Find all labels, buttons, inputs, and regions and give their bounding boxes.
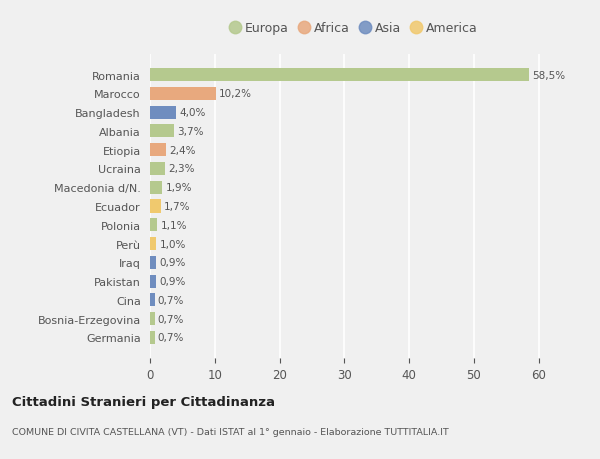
Bar (150, 181, 163, 194)
Text: 1,0%: 1,0% (160, 239, 186, 249)
Bar (150, 69, 529, 82)
Bar (150, 237, 157, 251)
Text: 10,2%: 10,2% (219, 89, 252, 99)
Text: 58,5%: 58,5% (532, 70, 565, 80)
Bar (150, 144, 166, 157)
Text: 1,1%: 1,1% (160, 220, 187, 230)
Text: 0,7%: 0,7% (158, 314, 184, 324)
Bar (150, 331, 155, 344)
Bar (150, 162, 165, 176)
Text: 2,4%: 2,4% (169, 146, 195, 155)
Text: COMUNE DI CIVITA CASTELLANA (VT) - Dati ISTAT al 1° gennaio - Elaborazione TUTTI: COMUNE DI CIVITA CASTELLANA (VT) - Dati … (12, 427, 449, 436)
Text: Cittadini Stranieri per Cittadinanza: Cittadini Stranieri per Cittadinanza (12, 395, 275, 408)
Text: 3,7%: 3,7% (177, 127, 204, 137)
Text: 0,7%: 0,7% (158, 295, 184, 305)
Text: 0,9%: 0,9% (159, 258, 185, 268)
Bar (150, 313, 155, 325)
Bar (150, 106, 176, 119)
Bar (150, 275, 156, 288)
Text: 0,7%: 0,7% (158, 333, 184, 343)
Bar (150, 256, 156, 269)
Bar (150, 200, 161, 213)
Text: 1,7%: 1,7% (164, 202, 191, 212)
Text: 4,0%: 4,0% (179, 108, 206, 118)
Legend: Europa, Africa, Asia, America: Europa, Africa, Asia, America (230, 22, 478, 35)
Bar (150, 125, 174, 138)
Text: 1,9%: 1,9% (166, 183, 192, 193)
Bar (150, 88, 216, 101)
Bar (150, 219, 157, 232)
Text: 0,9%: 0,9% (159, 276, 185, 286)
Bar (150, 294, 155, 307)
Text: 2,3%: 2,3% (168, 164, 194, 174)
